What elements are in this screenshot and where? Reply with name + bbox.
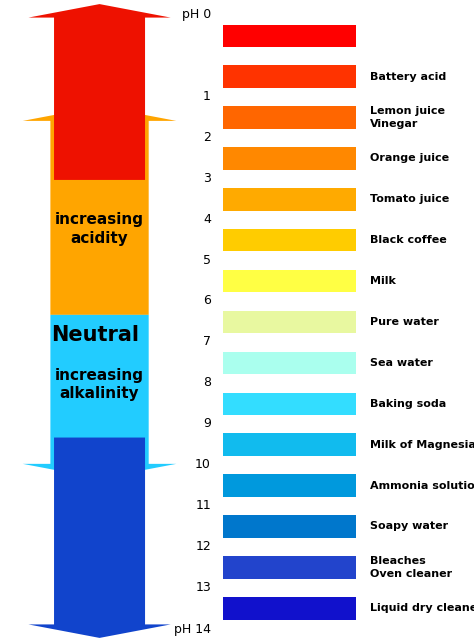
Text: 2: 2 <box>203 131 211 144</box>
Text: Bleaches
Oven cleaner: Bleaches Oven cleaner <box>370 556 452 578</box>
Text: Ammonia solution: Ammonia solution <box>370 481 474 490</box>
Bar <box>223 107 356 129</box>
Bar <box>223 65 356 88</box>
Text: increasing
acidity: increasing acidity <box>55 213 144 246</box>
Bar <box>223 229 356 252</box>
Bar <box>223 597 356 620</box>
Text: Milk: Milk <box>370 276 396 286</box>
Polygon shape <box>28 4 171 180</box>
Text: 10: 10 <box>195 458 211 471</box>
Bar <box>223 188 356 211</box>
Text: Lemon juice
Vinegar: Lemon juice Vinegar <box>370 107 445 129</box>
Text: Sea water: Sea water <box>370 358 433 368</box>
Text: Milk of Magnesia: Milk of Magnesia <box>370 440 474 449</box>
Text: 5: 5 <box>203 254 211 266</box>
Bar <box>223 311 356 333</box>
Text: 3: 3 <box>203 172 211 185</box>
Text: increasing
alkalinity: increasing alkalinity <box>55 368 144 401</box>
Text: Tomato juice: Tomato juice <box>370 195 449 204</box>
Text: Battery acid: Battery acid <box>370 72 446 82</box>
Text: 4: 4 <box>203 213 211 225</box>
Bar <box>223 24 356 47</box>
Bar <box>223 556 356 578</box>
Text: Neutral: Neutral <box>51 325 139 345</box>
Text: 9: 9 <box>203 417 211 430</box>
Bar <box>223 147 356 169</box>
Bar <box>223 392 356 415</box>
Polygon shape <box>23 315 176 478</box>
Bar <box>223 433 356 456</box>
Text: 11: 11 <box>195 499 211 512</box>
Text: 1: 1 <box>203 90 211 103</box>
Text: Orange juice: Orange juice <box>370 153 449 164</box>
Text: Soapy water: Soapy water <box>370 521 448 532</box>
Text: 12: 12 <box>195 540 211 553</box>
Text: Liquid dry cleaner: Liquid dry cleaner <box>370 603 474 613</box>
Text: Pure water: Pure water <box>370 317 438 327</box>
Text: Black coffee: Black coffee <box>370 235 447 245</box>
Text: Baking soda: Baking soda <box>370 399 446 409</box>
Text: 13: 13 <box>195 580 211 594</box>
Bar <box>223 474 356 497</box>
Text: pH 0: pH 0 <box>182 8 211 21</box>
Bar <box>223 516 356 538</box>
Bar <box>223 270 356 292</box>
Polygon shape <box>28 438 171 638</box>
Text: 7: 7 <box>203 335 211 349</box>
Text: pH 14: pH 14 <box>174 623 211 636</box>
Text: 8: 8 <box>203 376 211 389</box>
Bar <box>223 352 356 374</box>
Polygon shape <box>23 107 176 315</box>
Text: 6: 6 <box>203 295 211 308</box>
